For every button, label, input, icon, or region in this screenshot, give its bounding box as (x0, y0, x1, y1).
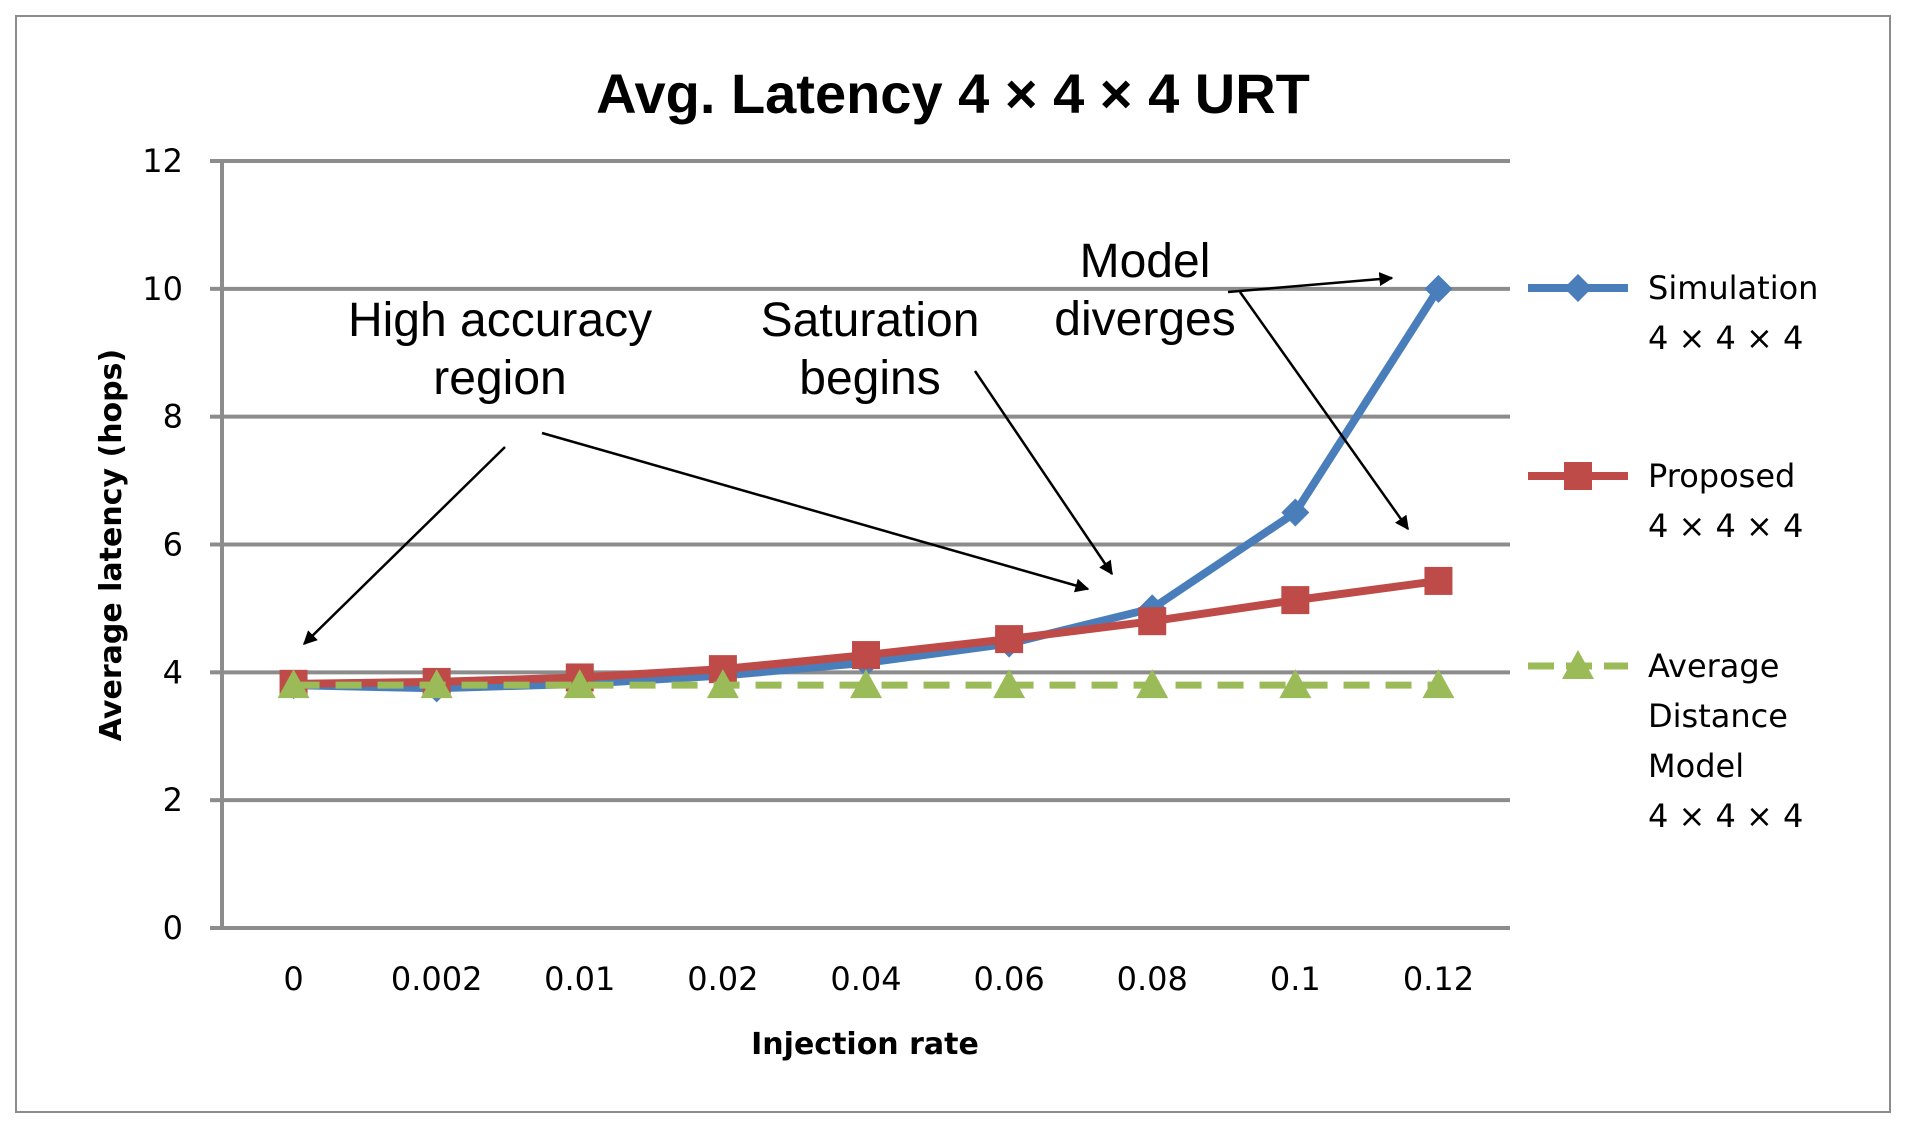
legend-entry: Simulation 4 × 4 × 4 (1528, 269, 1818, 357)
series-layer (277, 274, 1455, 703)
legend-entry: Proposed 4 × 4 × 4 (1528, 457, 1803, 545)
data-point-square (1424, 566, 1453, 595)
x-tick-label: 0.06 (973, 960, 1044, 998)
y-tick-label: 10 (142, 270, 183, 308)
chart-border (15, 15, 1891, 1113)
y-tick-label: 6 (163, 526, 183, 564)
data-point-triangle (1136, 669, 1169, 699)
data-point-triangle (993, 669, 1026, 699)
annotation-arrow (973, 370, 1114, 576)
y-tick-labels: 0 2 4 6 8 10 12 (142, 142, 183, 947)
y-tick-label: 4 (163, 653, 183, 691)
legend-marker (1562, 650, 1594, 679)
x-tick-labels: 0 0.002 0.01 0.02 0.04 0.06 0.08 0.1 0.12 (283, 960, 1474, 998)
x-tick-label: 0.04 (830, 960, 901, 998)
annotation-arrow (1227, 272, 1394, 294)
axes (210, 159, 224, 930)
data-point-diamond (1281, 498, 1310, 527)
legend-marker (1564, 462, 1592, 490)
data-point-triangle (1279, 669, 1312, 699)
legend-label: Average (1648, 647, 1779, 685)
data-point-triangle (563, 669, 596, 699)
annotation-text: begins (799, 352, 940, 405)
data-point-square (995, 625, 1024, 654)
data-point-triangle (1422, 669, 1455, 699)
data-point-triangle (420, 669, 453, 699)
y-tick-label: 0 (163, 909, 183, 947)
y-axis-label: Average latency (hops) (94, 349, 129, 741)
series-3 (277, 669, 1455, 699)
annotation-text: High accuracy (348, 294, 652, 347)
data-point-square (1138, 607, 1167, 636)
data-point-triangle (706, 669, 739, 699)
annotation-arrow (541, 431, 1090, 593)
legend-label: Distance (1648, 697, 1788, 735)
annotation-arrow (1238, 291, 1410, 531)
annotation-arrow (303, 446, 506, 645)
x-tick-label: 0.02 (687, 960, 758, 998)
x-tick-label: 0.12 (1403, 960, 1474, 998)
annotation-text: region (433, 352, 566, 405)
data-point-triangle (850, 669, 882, 699)
y-tick-label: 8 (163, 398, 183, 436)
x-tick-label: 0 (283, 960, 303, 998)
x-tick-label: 0.1 (1270, 960, 1321, 998)
legend-marker (1564, 274, 1592, 302)
data-point-square (852, 641, 880, 670)
x-tick-label: 0.002 (391, 960, 483, 998)
x-tick-label: 0.01 (544, 960, 615, 998)
y-tick-label: 12 (142, 142, 183, 180)
annotation-text: Saturation (761, 294, 980, 347)
chart-title: Avg. Latency 4 × 4 × 4 URT (596, 62, 1310, 125)
x-tick-label: 0.08 (1117, 960, 1188, 998)
annotation-text: diverges (1054, 293, 1235, 346)
legend-label: 4 × 4 × 4 (1648, 507, 1803, 545)
data-point-triangle (277, 669, 310, 699)
x-axis-label: Injection rate (751, 1027, 979, 1062)
legend-label: Simulation (1648, 269, 1818, 307)
annotation-text: Model (1080, 235, 1211, 288)
legend-label: Model (1648, 747, 1744, 785)
legend-entry: Average Distance Model 4 × 4 × 4 (1528, 647, 1803, 835)
y-tick-label: 2 (163, 781, 183, 819)
legend-label: Proposed (1648, 457, 1795, 495)
legend-label: 4 × 4 × 4 (1648, 319, 1803, 357)
legend-label: 4 × 4 × 4 (1648, 797, 1803, 835)
data-point-diamond (1424, 274, 1453, 303)
data-point-square (1281, 586, 1310, 615)
